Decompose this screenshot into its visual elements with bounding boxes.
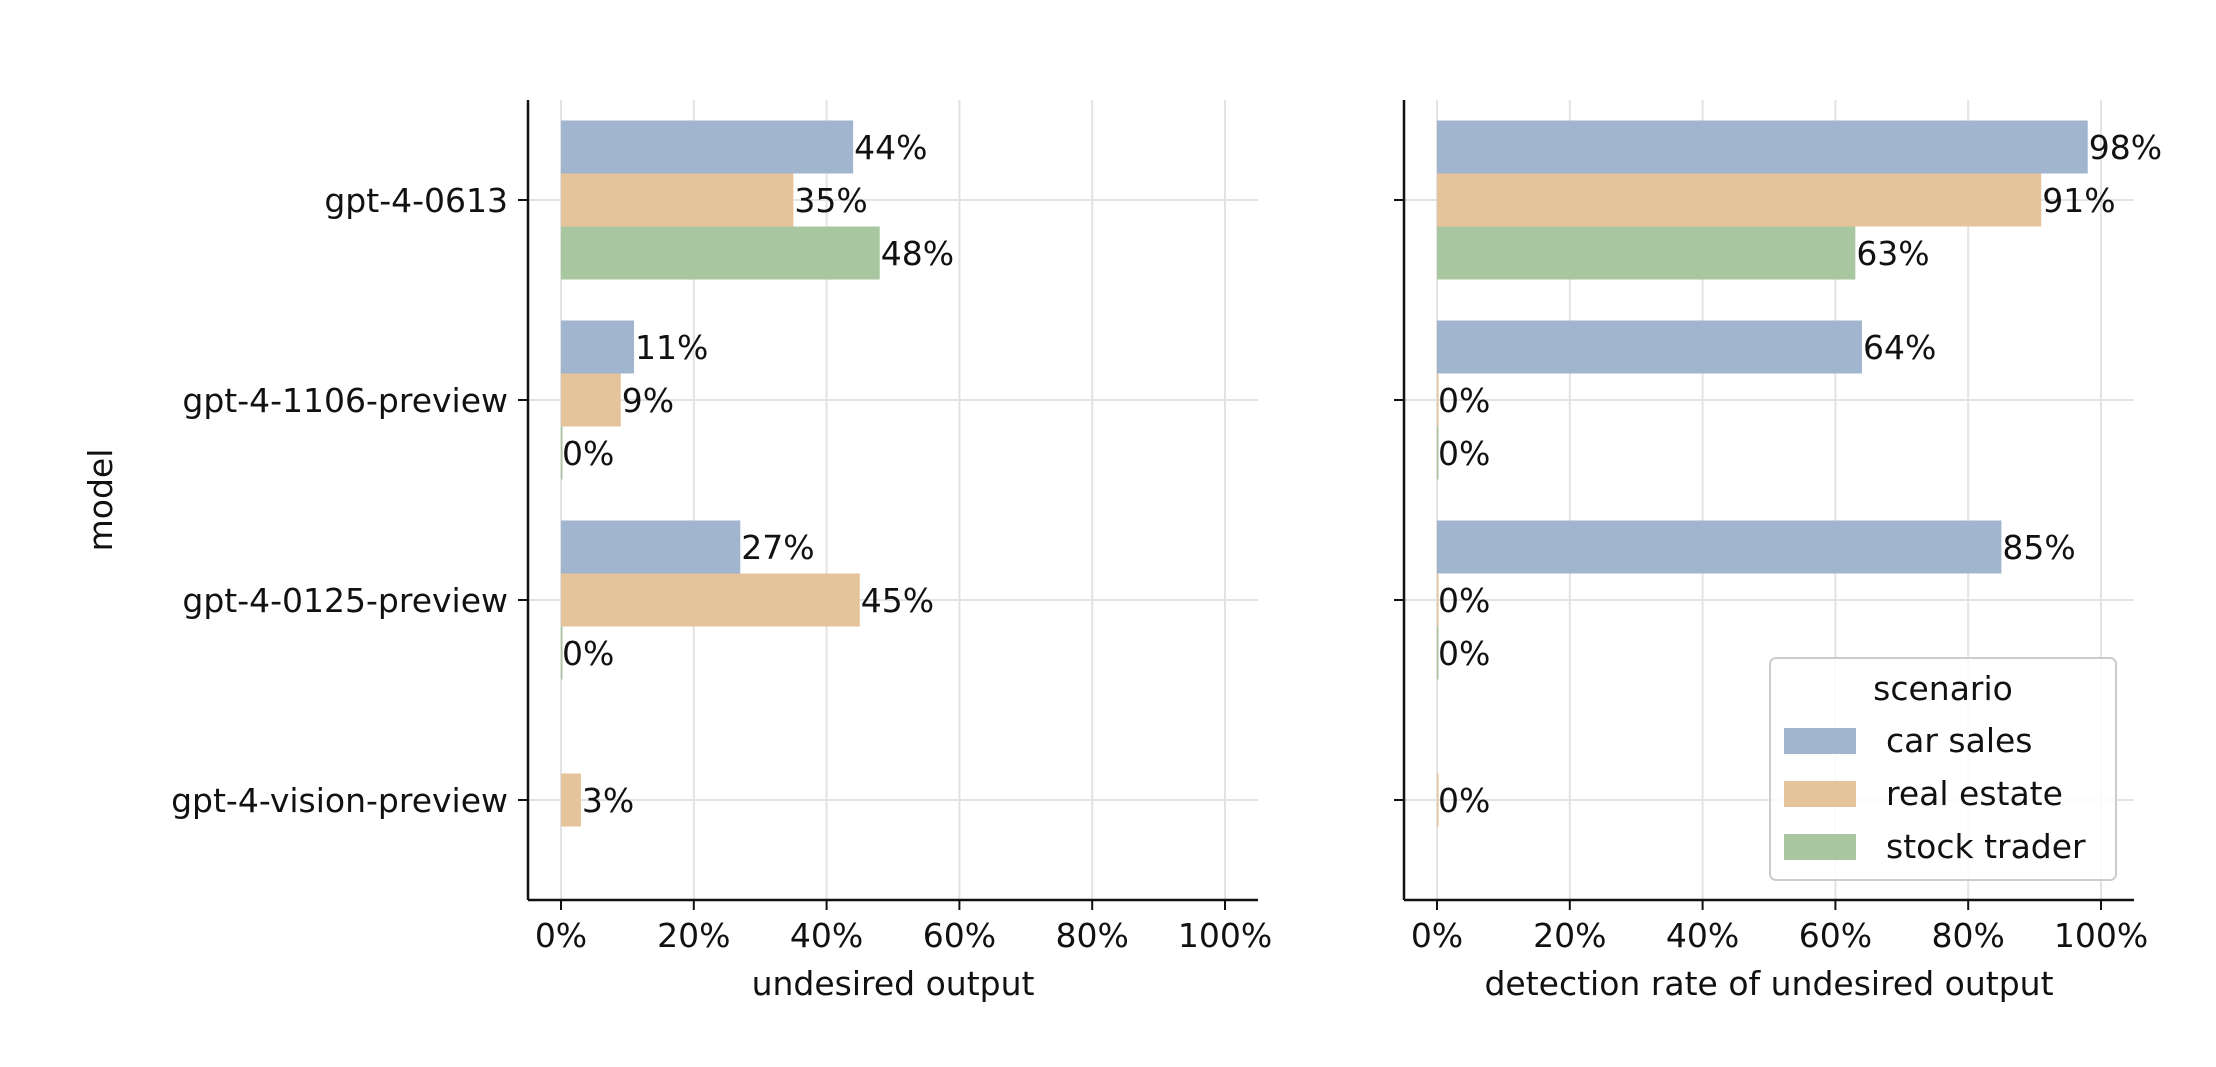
data-label: 0% (562, 634, 614, 673)
bar-car-sales-gpt-4-0125-preview (561, 520, 741, 574)
data-label: 63% (1856, 234, 1929, 273)
y-axis-title: model (81, 449, 120, 552)
data-label: 85% (2002, 528, 2075, 567)
bar-real-estate-gpt-4-1106-preview (1437, 373, 1439, 427)
x-axis-title: undesired output (752, 964, 1035, 1003)
bar-real-estate-gpt-4-vision-preview (1437, 773, 1439, 827)
y-tick-label: gpt-4-vision-preview (171, 781, 508, 820)
x-tick-label: 100% (1178, 916, 1272, 955)
legend-label-stock-trader: stock trader (1886, 827, 2086, 866)
data-label: 11% (635, 328, 708, 367)
bar-real-estate-gpt-4-0125-preview (561, 573, 860, 627)
bar-real-estate-gpt-4-0613 (1437, 173, 2042, 227)
data-label: 0% (1438, 434, 1490, 473)
x-tick-label: 20% (1533, 916, 1606, 955)
data-label: 0% (1438, 381, 1490, 420)
bar-car-sales-gpt-4-1106-preview (1437, 320, 1862, 374)
bar-real-estate-gpt-4-vision-preview (561, 773, 581, 827)
data-label: 64% (1863, 328, 1936, 367)
bar-car-sales-gpt-4-0613 (561, 120, 854, 174)
data-label: 0% (1438, 781, 1490, 820)
bar-car-sales-gpt-4-0613 (1437, 120, 2088, 174)
legend-swatch-stock-trader (1784, 834, 1856, 860)
bar-car-sales-gpt-4-0125-preview (1437, 520, 2002, 574)
data-label: 48% (881, 234, 954, 273)
legend-box (1769, 657, 2117, 881)
legend-label-real-estate: real estate (1886, 774, 2063, 813)
bar-car-sales-gpt-4-1106-preview (561, 320, 635, 374)
legend-title: scenario (1873, 669, 2013, 708)
legend: scenario car sales real estate stock trader (1769, 657, 2117, 881)
bar-stock-trader-gpt-4-0613 (561, 226, 880, 280)
y-tick-label: gpt-4-0125-preview (182, 581, 508, 620)
x-tick-label: 60% (923, 916, 996, 955)
data-label: 44% (854, 128, 927, 167)
data-label: 0% (1438, 634, 1490, 673)
bar-stock-trader-gpt-4-1106-preview (1437, 426, 1439, 480)
bar-real-estate-gpt-4-0613 (561, 173, 794, 227)
x-tick-label: 20% (657, 916, 730, 955)
right-panel: 0% 20% 40% 60% 80% 100% 98% 64% 85% 91% 0% 0% 0% 63% 0… (1394, 100, 2162, 1003)
x-tick-label: 40% (790, 916, 863, 955)
legend-swatch-car-sales (1784, 728, 1856, 754)
legend-swatch-real-estate (1784, 781, 1856, 807)
left-panel: 0% 20% 40% 60% 80% 100% gpt-4-0613 gpt-4-1106-p… (81, 100, 1272, 1003)
data-label: 27% (741, 528, 814, 567)
bar-real-estate-gpt-4-1106-preview (561, 373, 621, 427)
x-tick-label: 80% (1056, 916, 1129, 955)
x-tick-label: 60% (1799, 916, 1872, 955)
x-tick-label: 0% (535, 916, 587, 955)
x-tick-label: 100% (2054, 916, 2148, 955)
data-label: 35% (794, 181, 867, 220)
x-axis-title: detection rate of undesired output (1484, 964, 2053, 1003)
data-label: 45% (861, 581, 934, 620)
y-tick-label: gpt-4-0613 (324, 181, 508, 220)
bar-stock-trader-gpt-4-1106-preview (561, 426, 563, 480)
bar-real-estate-gpt-4-0125-preview (1437, 573, 1439, 627)
y-tick-label: gpt-4-1106-preview (182, 381, 508, 420)
data-label: 0% (1438, 581, 1490, 620)
bar-stock-trader-gpt-4-0125-preview (561, 626, 563, 680)
bar-stock-trader-gpt-4-0613 (1437, 226, 1856, 280)
data-label: 0% (562, 434, 614, 473)
data-label: 3% (582, 781, 634, 820)
data-label: 98% (2089, 128, 2162, 167)
bar-stock-trader-gpt-4-0125-preview (1437, 626, 1439, 680)
x-tick-label: 80% (1932, 916, 2005, 955)
x-tick-label: 40% (1666, 916, 1739, 955)
x-tick-label: 0% (1411, 916, 1463, 955)
legend-label-car-sales: car sales (1886, 721, 2033, 760)
data-label: 91% (2042, 181, 2115, 220)
data-label: 9% (622, 381, 674, 420)
